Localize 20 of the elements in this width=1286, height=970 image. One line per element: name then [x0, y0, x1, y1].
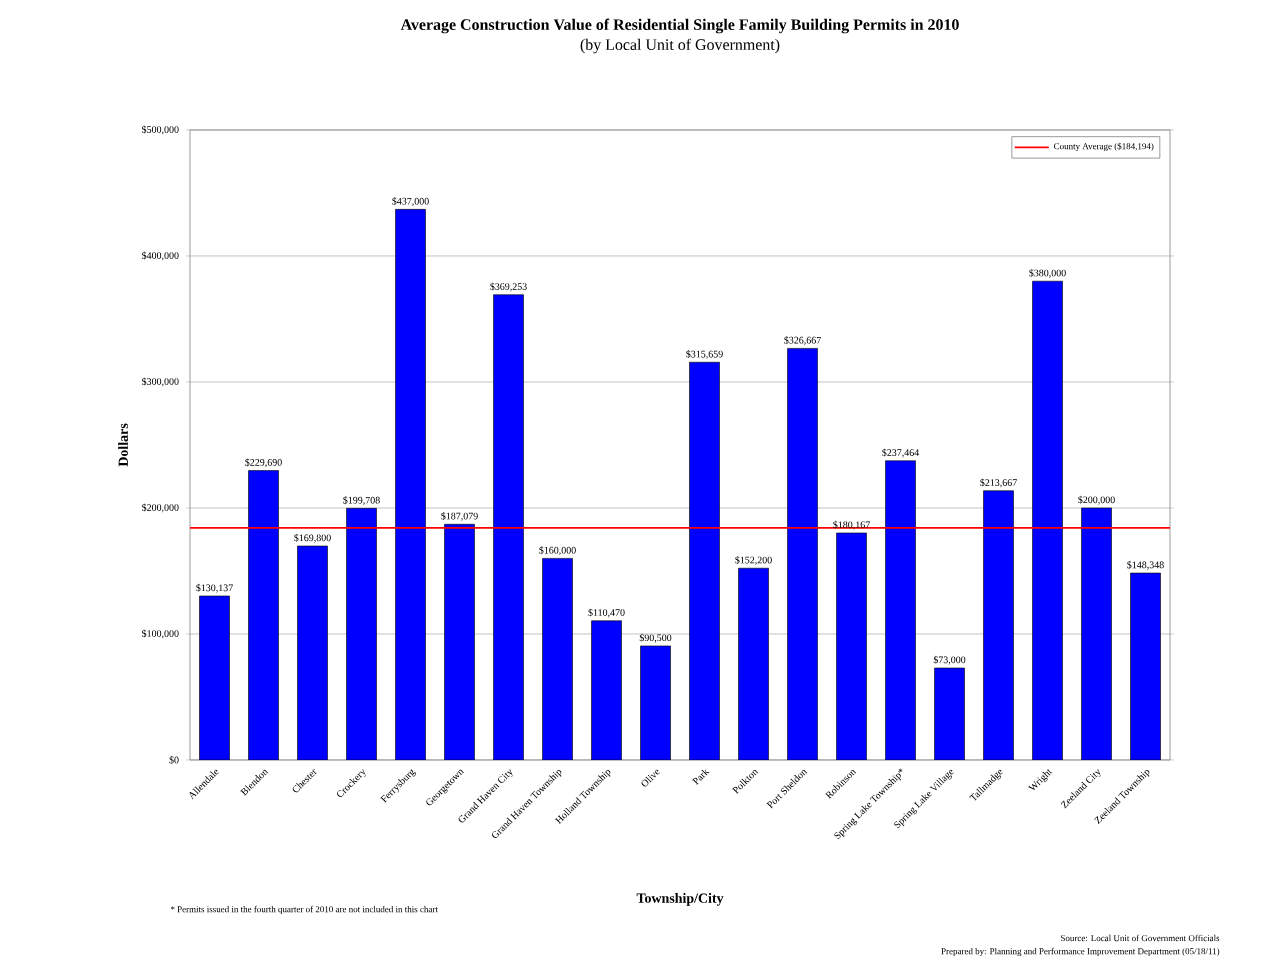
bar [346, 508, 377, 760]
bar [248, 470, 279, 760]
bar [199, 595, 230, 760]
bar [934, 667, 965, 760]
bar [689, 361, 720, 760]
bar [885, 460, 916, 760]
bar [1032, 280, 1063, 760]
bar [787, 348, 818, 760]
bar [1130, 572, 1161, 760]
bar [836, 532, 867, 760]
bar [542, 558, 573, 760]
bar [738, 567, 769, 760]
bar [395, 209, 426, 760]
bar [297, 545, 328, 760]
bar [493, 294, 524, 760]
bar [591, 620, 622, 760]
bar [1081, 507, 1112, 760]
bar [983, 490, 1014, 760]
bar [444, 523, 475, 760]
bar [640, 645, 671, 760]
